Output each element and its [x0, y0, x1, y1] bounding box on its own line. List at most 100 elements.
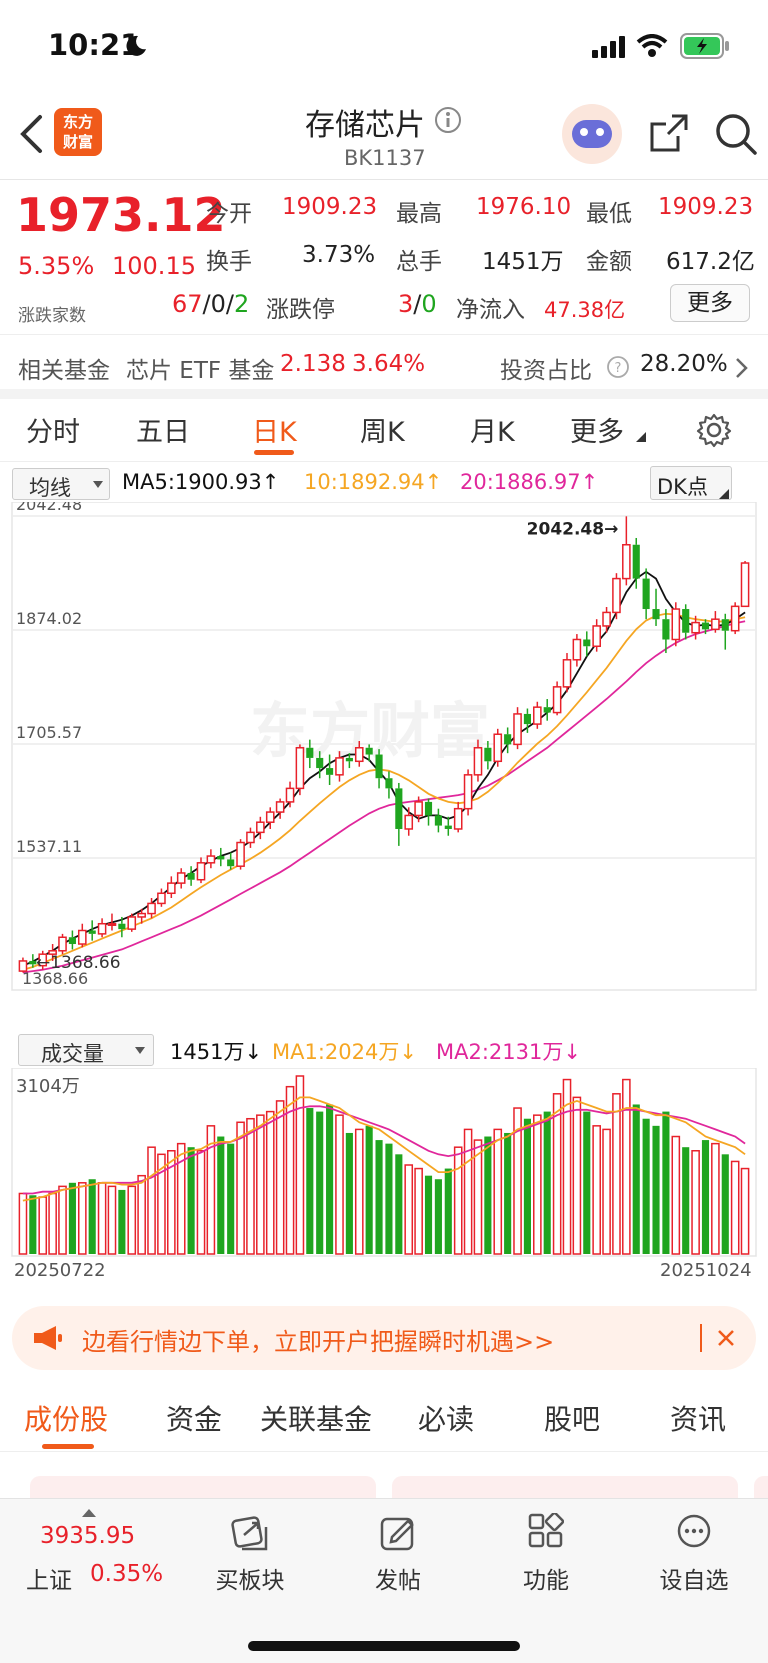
- field-value-open: 1909.23: [282, 194, 378, 220]
- volume-bar: [385, 1143, 393, 1254]
- fund-name: 芯片 ETF 基金: [126, 358, 275, 384]
- help-icon[interactable]: ?: [606, 355, 630, 379]
- open-account-banner[interactable]: 边看行情边下单，立即开户把握瞬时机遇>>: [12, 1306, 756, 1370]
- ma-selector[interactable]: 均线: [12, 468, 110, 500]
- vol-ma2-text: MA2:2131万: [436, 1040, 564, 1064]
- tab-monthly-k[interactable]: 月K: [470, 417, 515, 448]
- volume-bar: [493, 1128, 503, 1255]
- tab-funds-flow[interactable]: 资金: [166, 1403, 223, 1436]
- candle: [375, 749, 383, 789]
- ma10-readout: 10:1892.94↑: [304, 470, 442, 494]
- volume-bar: [691, 1150, 700, 1255]
- post-button[interactable]: 发帖: [338, 1499, 458, 1619]
- megaphone-icon: [34, 1326, 62, 1350]
- candle: [157, 888, 166, 907]
- volume-bar: [484, 1136, 492, 1254]
- tab-more[interactable]: 更多: [570, 417, 624, 448]
- candle: [18, 957, 28, 973]
- buy-board-button[interactable]: 买板块: [190, 1499, 310, 1619]
- y-tick-label: 1874.02: [16, 609, 82, 628]
- candle: [424, 798, 433, 826]
- tab-intraday[interactable]: 分时: [26, 417, 80, 448]
- candle: [504, 727, 512, 754]
- volume-bar: [523, 1118, 531, 1254]
- candle: [127, 913, 137, 932]
- volume-bar: [345, 1132, 353, 1254]
- share-icon[interactable]: [648, 112, 690, 154]
- tab-news[interactable]: 资讯: [670, 1403, 727, 1436]
- tab-constituents[interactable]: 成份股: [24, 1403, 109, 1436]
- grid-icon: [528, 1513, 564, 1548]
- candle: [227, 852, 235, 870]
- volume-bar: [295, 1075, 305, 1255]
- flat-count: 0: [210, 290, 226, 318]
- add-watchlist-button[interactable]: 设自选: [634, 1499, 754, 1619]
- index-ticker[interactable]: 3935.95 上证 0.35%: [0, 1499, 176, 1619]
- candle: [701, 619, 710, 635]
- ma20-up-arrow: ↑: [580, 470, 599, 494]
- fall-count: 2: [234, 290, 250, 318]
- candle: [721, 613, 729, 650]
- volume-bar: [137, 1174, 146, 1255]
- ma20-line: [22, 620, 746, 974]
- rise-count: 67: [172, 290, 203, 318]
- index-value: 3935.95: [40, 1523, 136, 1549]
- volume-bar: [167, 1150, 176, 1255]
- volume-bar: [236, 1121, 245, 1255]
- search-icon[interactable]: [714, 112, 758, 156]
- gear-icon[interactable]: [696, 412, 732, 448]
- candlestick-chart[interactable]: 2042.48 1874.02 1705.57 1537.11 东方财富 2042.48…: [0, 502, 768, 992]
- functions-button[interactable]: 功能: [486, 1499, 606, 1619]
- x-end-date: 20251024: [660, 1260, 752, 1281]
- volume-selector[interactable]: 成交量: [18, 1034, 154, 1066]
- candle: [691, 615, 700, 640]
- info-icon[interactable]: [434, 106, 462, 134]
- vol-ma1-readout: MA1:2024万↓: [272, 1036, 417, 1066]
- field-label-open: 今开: [206, 201, 252, 227]
- close-icon[interactable]: [716, 1328, 736, 1348]
- volume-bar: [730, 1160, 740, 1255]
- candle: [147, 898, 156, 919]
- candle: [484, 741, 492, 770]
- related-fund-row[interactable]: 相关基金 芯片 ETF 基金 2.138 3.64% 投资占比 ? 28.20%: [0, 335, 768, 399]
- vol-ma1-text: MA1:2024万: [272, 1040, 400, 1064]
- tab-weekly-k[interactable]: 周K: [360, 417, 405, 448]
- volume-bar: [335, 1114, 344, 1255]
- back-icon[interactable]: [18, 114, 44, 154]
- current-price: 1973.12: [16, 188, 226, 242]
- rise-fall-label: 涨跌家数: [18, 306, 86, 326]
- volume-bar: [543, 1111, 551, 1254]
- dk-button[interactable]: DK点: [650, 466, 732, 500]
- section-tabs: 成份股 资金 关联基金 必读 股吧 资讯: [0, 1384, 768, 1452]
- count-sep-2: /: [225, 290, 235, 318]
- volume-bar: [18, 1192, 28, 1255]
- volume-chart[interactable]: [0, 1068, 768, 1258]
- candle: [137, 908, 146, 924]
- limit-down-count: 0: [421, 290, 437, 318]
- tab-five-day[interactable]: 五日: [136, 417, 190, 448]
- ma5-readout: MA5:1900.93↑: [122, 470, 279, 494]
- tab-daily-k[interactable]: 日K: [252, 417, 297, 448]
- candle: [730, 602, 740, 635]
- candle: [29, 954, 37, 968]
- tab-must-read[interactable]: 必读: [418, 1403, 475, 1436]
- candle: [543, 699, 551, 721]
- battery-icon: [680, 33, 729, 59]
- candle: [444, 816, 452, 836]
- ma5-text: MA5:1900.93: [122, 470, 262, 494]
- net-inflow-value: 47.38亿: [544, 298, 626, 322]
- volume-bar: [602, 1128, 611, 1255]
- nav-header: 东方 财富 存储芯片 BK1137: [0, 96, 768, 180]
- tab-forum[interactable]: 股吧: [544, 1403, 601, 1436]
- volume-bar: [682, 1147, 690, 1254]
- change-value: 100.15: [112, 252, 196, 280]
- more-button[interactable]: 更多: [670, 284, 750, 322]
- dk-label: DK点: [657, 475, 708, 499]
- change-pct: 5.35%: [18, 252, 95, 280]
- field-label-high: 最高: [396, 201, 442, 227]
- tab-related-funds[interactable]: 关联基金: [260, 1403, 373, 1436]
- volume-bar: [196, 1150, 206, 1255]
- robot-avatar[interactable]: [562, 104, 622, 164]
- ma5-up-arrow: ↑: [261, 470, 280, 494]
- buy-board-icon: [231, 1516, 268, 1551]
